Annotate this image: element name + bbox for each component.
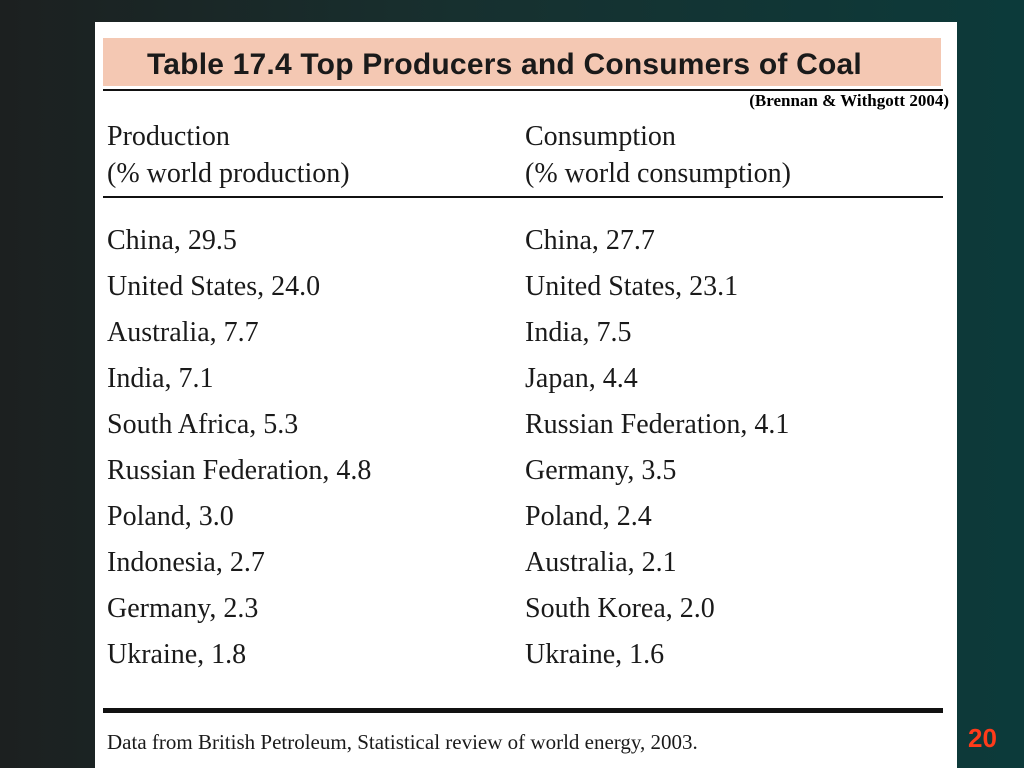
consumption-item: United States, 23.1 <box>525 271 739 302</box>
consumption-item: Ukraine, 1.6 <box>525 639 665 670</box>
consumption-item: China, 27.7 <box>525 225 655 256</box>
slide-number: 20 <box>968 723 997 753</box>
title-rule <box>103 89 943 91</box>
consumption-header-line-1: Consumption <box>525 121 676 152</box>
production-item: United States, 24.0 <box>107 271 321 302</box>
source-citation: (Brennan & Withgott 2004) <box>749 91 949 110</box>
production-item: India, 7.1 <box>107 363 214 394</box>
consumption-item: India, 7.5 <box>525 317 632 348</box>
data-source-footnote: Data from British Petroleum, Statistical… <box>107 730 698 754</box>
consumption-item: South Korea, 2.0 <box>525 593 715 624</box>
production-item: Australia, 7.7 <box>107 317 259 348</box>
consumption-item: Australia, 2.1 <box>525 547 677 578</box>
production-item: Ukraine, 1.8 <box>107 639 247 670</box>
production-header-line-1: Production <box>107 121 230 152</box>
production-header-line-2: (% world production) <box>107 158 350 189</box>
consumption-header-line-2: (% world consumption) <box>525 158 791 189</box>
production-item: Germany, 2.3 <box>107 593 259 624</box>
production-item: China, 29.5 <box>107 225 237 256</box>
production-item: Russian Federation, 4.8 <box>107 455 372 486</box>
table-title: Table 17.4 Top Producers and Consumers o… <box>147 48 862 81</box>
consumption-item: Germany, 3.5 <box>525 455 677 486</box>
production-item: Indonesia, 2.7 <box>107 547 265 578</box>
consumption-list: China, 27.7 United States, 23.1 India, 7… <box>525 222 789 682</box>
production-item: South Africa, 5.3 <box>107 409 299 440</box>
table-sheet: Table 17.4 Top Producers and Consumers o… <box>95 22 957 768</box>
production-header: Production (% world production) <box>107 118 350 192</box>
consumption-item: Poland, 2.4 <box>525 501 652 532</box>
consumption-item: Japan, 4.4 <box>525 363 638 394</box>
title-band <box>103 38 941 86</box>
footer-rule <box>103 708 943 713</box>
production-list: China, 29.5 United States, 24.0 Australi… <box>107 222 371 682</box>
header-rule <box>103 196 943 198</box>
production-item: Poland, 3.0 <box>107 501 234 532</box>
consumption-item: Russian Federation, 4.1 <box>525 409 790 440</box>
consumption-header: Consumption (% world consumption) <box>525 118 791 192</box>
